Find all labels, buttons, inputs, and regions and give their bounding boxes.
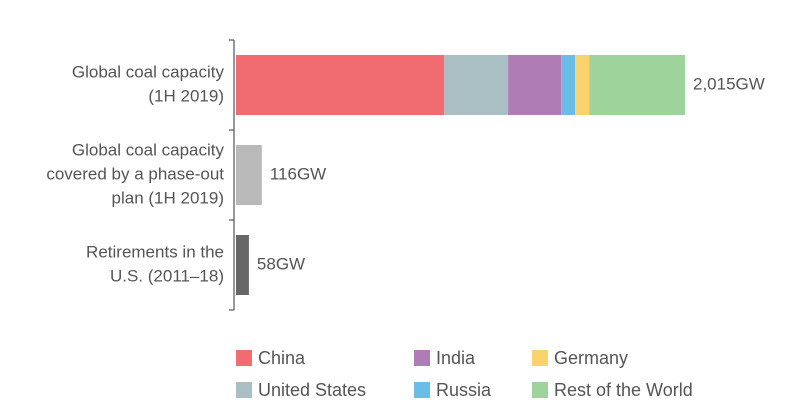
bar-segment bbox=[561, 55, 576, 115]
category-label: covered by a phase-out bbox=[46, 164, 224, 183]
legend-label: China bbox=[258, 348, 306, 368]
legend-label: India bbox=[436, 348, 476, 368]
legend-swatch bbox=[414, 382, 430, 398]
legend-swatch bbox=[414, 350, 430, 366]
category-label: Retirements in the bbox=[86, 242, 224, 261]
bar-segment bbox=[508, 55, 562, 115]
legend-label: Rest of the World bbox=[554, 380, 693, 400]
legend-label: United States bbox=[258, 380, 366, 400]
category-label: U.S. (2011–18) bbox=[110, 266, 224, 285]
bar-segment bbox=[444, 55, 509, 115]
category-label: plan (1H 2019) bbox=[112, 188, 224, 207]
bar-segment bbox=[236, 55, 445, 115]
category-label: Global coal capacity bbox=[72, 140, 225, 159]
legend-swatch bbox=[236, 382, 252, 398]
value-label: 58GW bbox=[257, 254, 305, 273]
bar-segment bbox=[575, 55, 590, 115]
value-label: 2,015GW bbox=[693, 74, 765, 93]
legend-label: Germany bbox=[554, 348, 628, 368]
category-label: (1H 2019) bbox=[148, 86, 224, 105]
legend-swatch bbox=[532, 350, 548, 366]
legend-swatch bbox=[532, 382, 548, 398]
bar-segment bbox=[589, 55, 685, 115]
bar bbox=[236, 145, 262, 205]
bar bbox=[236, 235, 249, 295]
value-label: 116GW bbox=[270, 164, 326, 183]
category-label: Global coal capacity bbox=[72, 62, 225, 81]
legend-swatch bbox=[236, 350, 252, 366]
legend-label: Russia bbox=[436, 380, 492, 400]
